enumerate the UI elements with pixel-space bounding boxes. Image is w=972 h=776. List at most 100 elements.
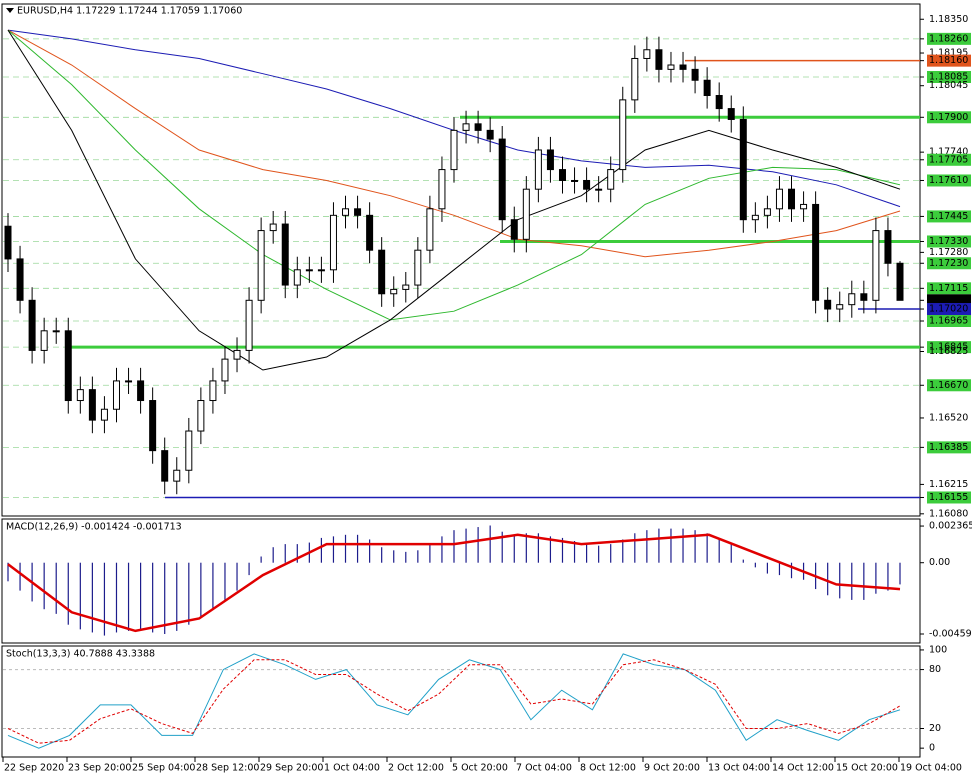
y-tick-label: 1.18195 bbox=[929, 48, 968, 59]
candle-body bbox=[583, 179, 591, 190]
candle-body bbox=[426, 208, 434, 251]
candle-body bbox=[402, 284, 410, 290]
candle-body bbox=[28, 299, 36, 351]
candle-body bbox=[607, 169, 615, 190]
candle-body bbox=[52, 330, 60, 333]
y-tick-label: 0 bbox=[929, 743, 935, 754]
candle-body bbox=[727, 108, 735, 120]
symbol-menu-icon[interactable] bbox=[6, 8, 14, 13]
candle-body bbox=[64, 330, 72, 402]
y-tick-highlight bbox=[927, 174, 971, 187]
x-tick-label: 28 Sep 12:00 bbox=[196, 763, 259, 774]
x-tick-label: 14 Oct 12:00 bbox=[772, 763, 834, 774]
candle-body bbox=[872, 230, 880, 301]
x-tick-label: 7 Oct 04:00 bbox=[516, 763, 572, 774]
y-tick-label: 1.16670 bbox=[929, 380, 968, 391]
candle-body bbox=[486, 129, 494, 140]
y-tick-label: 1.16080 bbox=[929, 508, 968, 519]
x-tick-label: 9 Oct 20:00 bbox=[644, 763, 700, 774]
candle-body bbox=[775, 188, 783, 210]
y-tick-highlight bbox=[927, 491, 971, 504]
candle-body bbox=[329, 214, 337, 271]
candle-body bbox=[112, 380, 120, 410]
candle-body bbox=[643, 49, 651, 59]
candle-body bbox=[209, 380, 217, 402]
macd-signal bbox=[7, 533, 901, 633]
y-tick-label: 1.18260 bbox=[929, 33, 968, 44]
y-tick-label: 1.17610 bbox=[929, 175, 968, 186]
candle-body bbox=[655, 49, 663, 70]
candle-body bbox=[884, 230, 892, 264]
candle-body bbox=[739, 118, 747, 221]
candle-body bbox=[317, 269, 325, 272]
candle-body bbox=[631, 57, 639, 101]
candle-body bbox=[751, 214, 759, 221]
candle-body bbox=[281, 223, 289, 286]
y-tick-label: 1.18350 bbox=[929, 14, 968, 25]
y-tick-highlight bbox=[927, 235, 971, 248]
candle-body bbox=[414, 249, 422, 286]
candle-body bbox=[173, 469, 181, 482]
y-tick-label: -0.004599 bbox=[929, 628, 972, 639]
candle-body bbox=[161, 450, 169, 482]
candle-body bbox=[185, 430, 193, 471]
candle-body bbox=[522, 188, 530, 240]
candle-body bbox=[824, 299, 832, 310]
x-tick-label: 8 Oct 12:00 bbox=[580, 763, 636, 774]
candle-body bbox=[558, 169, 566, 181]
y-tick-highlight bbox=[927, 210, 971, 223]
main-panel bbox=[1, 3, 921, 517]
candle-body bbox=[16, 258, 24, 301]
x-tick-label: 29 Sep 20:00 bbox=[260, 763, 323, 774]
candle-body bbox=[462, 123, 470, 131]
y-tick-label: 1.17705 bbox=[929, 154, 968, 165]
candle-body bbox=[269, 223, 277, 232]
candle-body bbox=[233, 349, 241, 360]
y-tick-label: 1.16825 bbox=[929, 346, 968, 357]
candle-body bbox=[571, 179, 579, 182]
stoch-line bbox=[7, 653, 901, 749]
y-tick-label: 1.17060 bbox=[929, 295, 968, 306]
candle-body bbox=[149, 400, 157, 452]
candle-body bbox=[438, 169, 446, 210]
candle-body bbox=[221, 358, 229, 382]
candle-body bbox=[860, 293, 868, 301]
y-tick-label: 1.18045 bbox=[929, 80, 968, 91]
candle-body bbox=[679, 64, 687, 70]
x-tick-label: 1 Oct 04:00 bbox=[324, 763, 380, 774]
candle-body bbox=[354, 208, 362, 216]
x-tick-label: 25 Sep 04:00 bbox=[132, 763, 195, 774]
y-tick-highlight bbox=[927, 441, 971, 454]
candle-body bbox=[703, 79, 711, 97]
candle-body bbox=[366, 214, 374, 251]
y-tick-highlight bbox=[927, 341, 971, 354]
y-tick-label: 1.17330 bbox=[929, 236, 968, 247]
candle-body bbox=[100, 408, 108, 421]
moving-average bbox=[7, 29, 901, 321]
y-tick-label: 1.16845 bbox=[929, 342, 968, 353]
macd-title: MACD(12,26,9) -0.001424 -0.001713 bbox=[6, 522, 182, 533]
candle-body bbox=[595, 188, 603, 191]
x-tick-label: 19 Oct 04:00 bbox=[900, 763, 962, 774]
x-tick-label: 5 Oct 20:00 bbox=[452, 763, 508, 774]
candle-body bbox=[76, 389, 84, 402]
y-tick-label: 1.17115 bbox=[929, 283, 968, 294]
x-tick-label: 15 Oct 20:00 bbox=[836, 763, 898, 774]
candle-body bbox=[715, 95, 723, 110]
y-tick-label: 1.18160 bbox=[929, 55, 968, 66]
y-tick-highlight bbox=[927, 315, 971, 328]
candle-body bbox=[378, 249, 386, 295]
y-tick-label: 1.16155 bbox=[929, 492, 968, 503]
y-tick-label: 100 bbox=[929, 644, 947, 655]
candle-body bbox=[848, 293, 856, 306]
candle-body bbox=[137, 380, 145, 402]
y-tick-highlight bbox=[927, 303, 971, 316]
y-tick-label: 1.16965 bbox=[929, 316, 968, 327]
candle-body bbox=[667, 64, 675, 70]
y-tick-label: 80 bbox=[929, 664, 941, 675]
candle-body bbox=[474, 123, 482, 131]
y-tick-highlight bbox=[927, 32, 971, 45]
candle-body bbox=[4, 225, 12, 260]
